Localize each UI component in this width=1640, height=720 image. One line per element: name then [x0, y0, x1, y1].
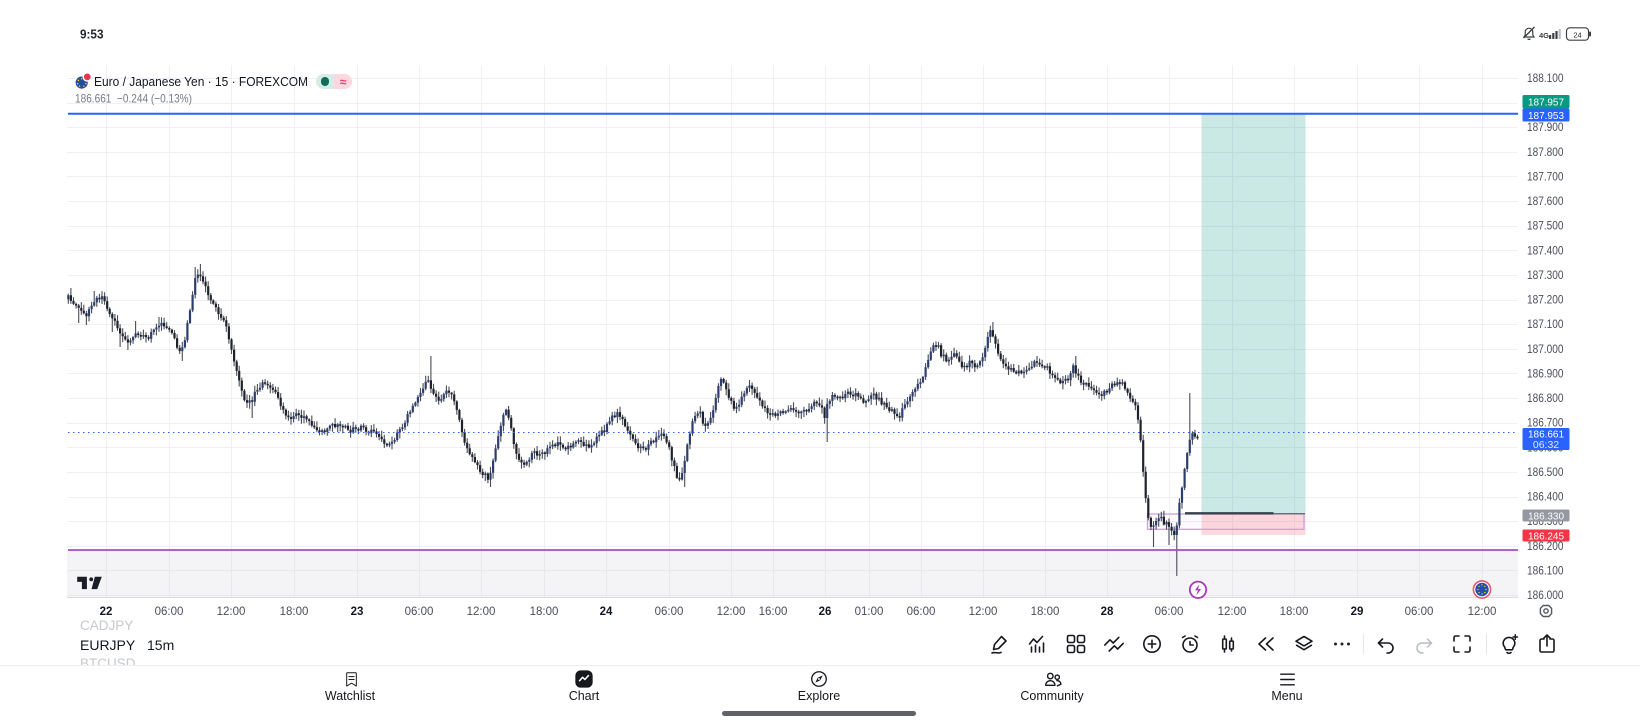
svg-text:18:00: 18:00: [1280, 606, 1309, 618]
svg-text:4G: 4G: [1539, 31, 1549, 40]
svg-text:187.200: 187.200: [1527, 295, 1564, 307]
svg-text:24: 24: [600, 606, 613, 618]
svg-text:18:00: 18:00: [1031, 606, 1060, 618]
svg-text:187.957: 187.957: [1528, 97, 1564, 109]
svg-text:26: 26: [819, 606, 832, 618]
svg-text:186.800: 186.800: [1527, 393, 1564, 405]
svg-text:29: 29: [1351, 606, 1364, 618]
svg-text:28: 28: [1101, 606, 1114, 618]
svg-text:22: 22: [100, 606, 113, 618]
svg-text:186.100: 186.100: [1527, 565, 1564, 577]
svg-text:24: 24: [1573, 30, 1581, 39]
svg-text:06:00: 06:00: [155, 606, 184, 618]
svg-text:12:00: 12:00: [467, 606, 496, 618]
svg-text:06:32: 06:32: [1533, 439, 1559, 451]
svg-text:12:00: 12:00: [217, 606, 246, 618]
svg-text:186.200: 186.200: [1527, 541, 1564, 553]
svg-text:187.700: 187.700: [1527, 172, 1564, 184]
svg-text:9:53: 9:53: [80, 28, 104, 42]
svg-text:187.500: 187.500: [1527, 221, 1564, 233]
svg-text:06:00: 06:00: [405, 606, 434, 618]
svg-text:186.500: 186.500: [1527, 467, 1564, 479]
svg-text:186.900: 186.900: [1527, 368, 1564, 380]
svg-text:187.400: 187.400: [1527, 245, 1564, 257]
svg-text:186.661 −0.244 (−0.13%): 186.661 −0.244 (−0.13%): [75, 92, 192, 106]
svg-text:12:00: 12:00: [1218, 606, 1247, 618]
svg-text:18:00: 18:00: [530, 606, 559, 618]
svg-text:01:00: 01:00: [855, 606, 884, 618]
svg-text:186.245: 186.245: [1528, 530, 1564, 542]
svg-text:186.400: 186.400: [1527, 492, 1564, 504]
svg-text:12:00: 12:00: [969, 606, 998, 618]
svg-text:23: 23: [351, 606, 364, 618]
svg-text:186.330: 186.330: [1528, 510, 1564, 522]
svg-text:18:00: 18:00: [280, 606, 309, 618]
svg-text:187.953: 187.953: [1528, 110, 1564, 122]
svg-text:Euro / Japanese Yen · 15 · FOR: Euro / Japanese Yen · 15 · FOREXCOM: [94, 74, 308, 89]
svg-text:187.800: 187.800: [1527, 147, 1564, 159]
svg-text:06:00: 06:00: [1405, 606, 1434, 618]
svg-text:187.900: 187.900: [1527, 122, 1564, 134]
svg-text:06:00: 06:00: [655, 606, 684, 618]
svg-text:187.000: 187.000: [1527, 344, 1564, 356]
svg-text:187.600: 187.600: [1527, 196, 1564, 208]
svg-text:186.000: 186.000: [1527, 590, 1564, 602]
svg-text:188.100: 188.100: [1527, 73, 1564, 85]
svg-text:06:00: 06:00: [1155, 606, 1184, 618]
svg-text:06:00: 06:00: [907, 606, 936, 618]
svg-text:186.661: 186.661: [1528, 429, 1564, 441]
svg-text:12:00: 12:00: [717, 606, 746, 618]
svg-text:16:00: 16:00: [759, 606, 788, 618]
svg-text:187.300: 187.300: [1527, 270, 1564, 282]
svg-text:186.700: 186.700: [1527, 418, 1564, 430]
svg-text:12:00: 12:00: [1468, 606, 1497, 618]
svg-text:187.100: 187.100: [1527, 319, 1564, 331]
